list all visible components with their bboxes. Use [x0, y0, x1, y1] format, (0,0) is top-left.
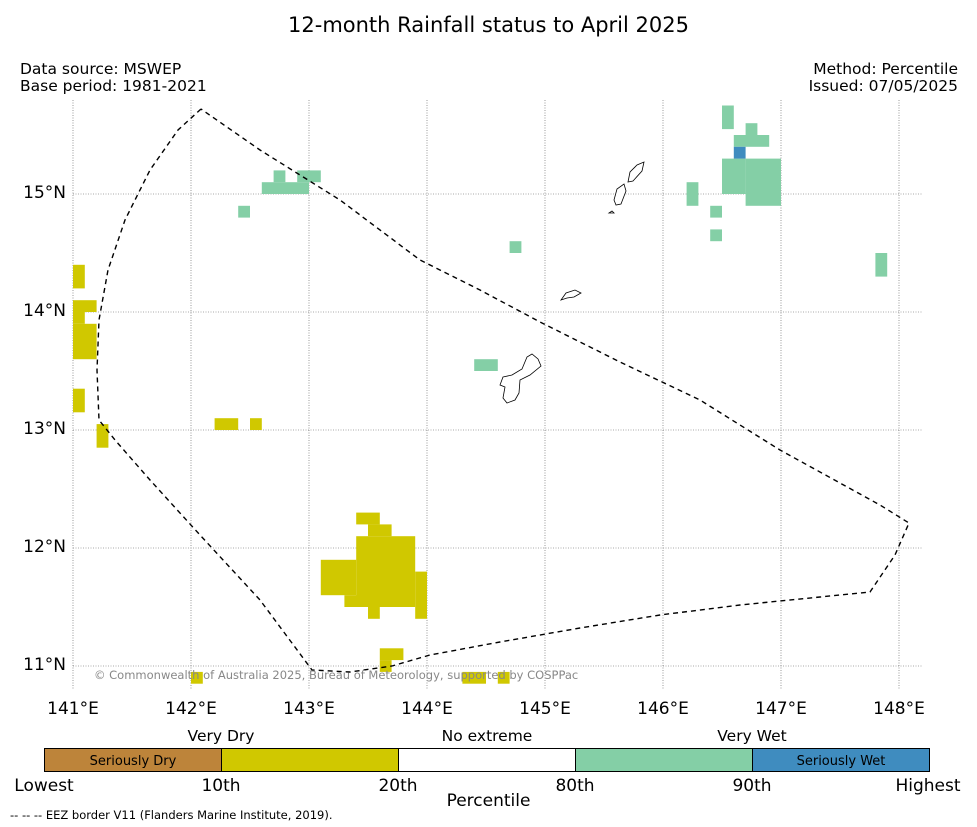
issued-text: Issued: 07/05/2025	[808, 77, 958, 95]
lat-label: 15°N	[23, 183, 66, 203]
lon-label: 142°E	[165, 699, 217, 719]
very-wet-cell	[238, 205, 250, 218]
lat-label: 14°N	[23, 301, 66, 321]
very-wet-cell	[745, 123, 758, 135]
eez-border	[96, 108, 910, 673]
very-dry-cell	[73, 388, 85, 413]
very-dry-cell	[320, 559, 357, 596]
saipan-island	[627, 161, 645, 183]
very-wet-cell	[297, 170, 321, 183]
lat-label: 11°N	[23, 655, 66, 675]
lon-label: 145°E	[519, 699, 571, 719]
very-dry-cell	[73, 300, 97, 312]
legend-seriously-wet: Seriously Wet	[752, 748, 930, 772]
aguijan-island	[607, 210, 615, 214]
very-wet-cell	[722, 105, 734, 130]
legend-seriously-dry: Seriously Dry	[44, 748, 222, 772]
category-very-wet: Very Wet	[717, 727, 787, 745]
very-dry-cell	[379, 660, 392, 672]
very-dry-cell	[415, 571, 427, 619]
lon-label: 144°E	[401, 699, 453, 719]
very-wet-cell	[733, 135, 770, 147]
very-dry-cell	[191, 671, 203, 684]
copyright-notice: © Commonwealth of Australia 2025, Bureau…	[94, 668, 579, 682]
very-dry-cell	[368, 607, 380, 619]
tick-80th: 80th	[555, 776, 595, 796]
very-wet-cell	[745, 158, 781, 206]
lon-label: 147°E	[755, 699, 807, 719]
very-wet-cell	[474, 359, 498, 371]
lat-label: 13°N	[23, 419, 66, 439]
data-source-text: Data source: MSWEP	[20, 60, 182, 78]
tick-lowest: Lowest	[14, 776, 74, 796]
very-wet-cell	[261, 182, 309, 194]
very-dry-cell	[250, 418, 262, 430]
coastlines	[499, 161, 645, 404]
very-wet-cell	[710, 229, 722, 242]
percentile-axis-label: Percentile	[446, 791, 531, 811]
category-no-extreme: No extreme	[441, 727, 533, 745]
tick-10th: 10th	[201, 776, 241, 796]
very-dry-cell	[344, 595, 368, 607]
legend-very-wet	[575, 748, 753, 772]
rainfall-cells	[73, 105, 888, 684]
legend-seriously-dry-label: Seriously Dry	[89, 754, 177, 769]
very-dry-cell	[379, 648, 404, 661]
guam-island	[499, 353, 542, 404]
very-wet-cell	[710, 205, 722, 218]
lat-label: 12°N	[23, 537, 66, 557]
legend-seriously-wet-label: Seriously Wet	[796, 754, 886, 769]
base-period-text: Base period: 1981-2021	[20, 77, 207, 95]
lon-label: 148°E	[873, 699, 925, 719]
very-wet-cell	[273, 170, 286, 183]
very-wet-cell	[722, 158, 746, 194]
category-very-dry: Very Dry	[187, 727, 255, 745]
lon-label: 146°E	[637, 699, 689, 719]
very-dry-cell	[368, 524, 392, 537]
legend-no-extreme	[398, 748, 576, 772]
very-wet-cell	[875, 253, 888, 277]
tick-highest: Highest	[895, 776, 961, 796]
very-dry-cell	[356, 512, 380, 525]
method-text: Method: Percentile	[813, 60, 958, 78]
rota-island	[559, 289, 582, 301]
lon-label: 143°E	[283, 699, 335, 719]
very-dry-cell	[96, 424, 109, 448]
very-wet-cell	[686, 182, 699, 206]
very-dry-cell	[462, 671, 486, 684]
tinian-island	[613, 183, 627, 206]
very-dry-cell	[73, 264, 85, 289]
legend-very-dry	[221, 748, 399, 772]
lon-label: 141°E	[47, 699, 99, 719]
map-gridlines	[72, 100, 923, 690]
source-info: Data source: MSWEP Base period: 1981-202…	[20, 61, 207, 95]
very-dry-cell	[497, 671, 510, 684]
very-dry-cell	[73, 312, 85, 324]
eez-footnote: -- -- -- EEZ border V11 (Flanders Marine…	[10, 808, 333, 822]
map-title: 12-month Rainfall status to April 2025	[288, 13, 689, 37]
method-info: Method: Percentile Issued: 07/05/2025	[809, 61, 958, 95]
seriously-wet-cell	[733, 146, 746, 159]
tick-90th: 90th	[732, 776, 772, 796]
very-dry-cell	[73, 323, 97, 360]
tick-20th: 20th	[378, 776, 418, 796]
very-wet-cell	[509, 241, 522, 253]
very-dry-cell	[214, 418, 239, 430]
